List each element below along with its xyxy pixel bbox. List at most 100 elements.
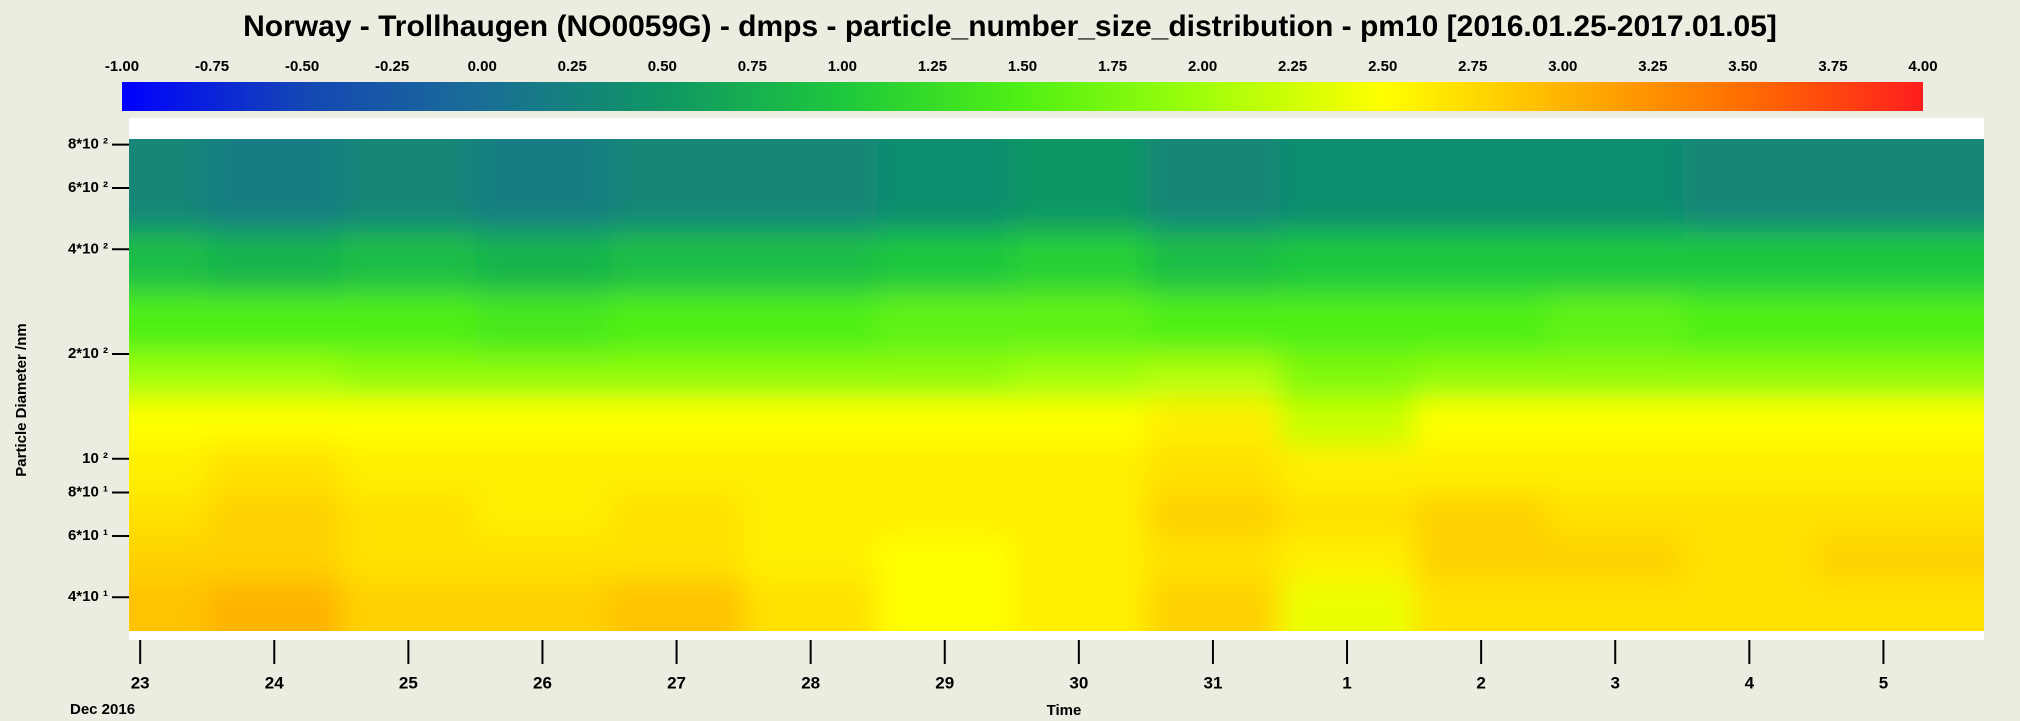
heatmap-cell	[1682, 232, 1817, 294]
heatmap-cell	[878, 232, 1013, 294]
heatmap-cell	[475, 232, 610, 294]
heatmap-cell	[1548, 398, 1683, 445]
heatmap-cell	[341, 232, 476, 294]
x-tick-label: 24	[265, 673, 284, 692]
heatmap-cell	[1414, 354, 1549, 398]
x-axis-label: Time	[1047, 702, 1082, 719]
heatmap-cell	[744, 536, 879, 580]
heatmap-cell	[610, 398, 745, 445]
heatmap-cell	[878, 536, 1013, 580]
heatmap-cell	[1280, 293, 1415, 355]
heatmap-cell	[475, 354, 610, 398]
heatmap-cell	[1816, 493, 2020, 537]
x-tick-label: 29	[935, 673, 954, 692]
heatmap-cell	[1816, 232, 2020, 294]
x-tick-label: 31	[1203, 673, 1222, 692]
heatmap-cell	[1280, 536, 1415, 580]
y-axis-label: Particle Diameter /nm	[13, 323, 30, 476]
heatmap-cell	[1414, 293, 1549, 355]
heatmap-cell	[1682, 536, 1817, 580]
heatmap-cell	[1548, 232, 1683, 294]
colorbar-tick-label: 2.25	[1278, 58, 1307, 75]
heatmap-cell	[207, 398, 342, 445]
colorbar	[122, 82, 1923, 111]
heatmap-cell	[610, 354, 745, 398]
colorbar-tick-label: 0.50	[648, 58, 677, 75]
heatmap-cell	[1816, 398, 2020, 445]
heatmap-cell	[1280, 354, 1415, 398]
y-tick-label: 4*10 ¹	[68, 588, 108, 605]
heatmap-cell	[1146, 536, 1281, 580]
colorbar-tick-label: 1.50	[1008, 58, 1037, 75]
heatmap-cell	[1280, 232, 1415, 294]
heatmap-cell	[207, 293, 342, 355]
heatmap-cell	[1816, 444, 2020, 493]
heatmap-cell	[341, 536, 476, 580]
heatmap-cell	[1146, 398, 1281, 445]
heatmap-cell	[1548, 536, 1683, 580]
heatmap-cell	[878, 398, 1013, 445]
heatmap-cell	[89, 398, 208, 445]
heatmap-cell	[341, 354, 476, 398]
heatmap-cell	[878, 354, 1013, 398]
heatmap-cell	[1012, 444, 1147, 493]
heatmap-cell	[1146, 493, 1281, 537]
heatmap-cell	[207, 354, 342, 398]
x-tick-label: 23	[131, 673, 150, 692]
x-tick-label: 27	[667, 673, 686, 692]
heatmap-cell	[1414, 232, 1549, 294]
chart-title: Norway - Trollhaugen (NO0059G) - dmps - …	[243, 10, 1777, 43]
heatmap-cell	[744, 293, 879, 355]
heatmap-cell	[878, 293, 1013, 355]
x-sub-label: Dec 2016	[70, 701, 135, 718]
heatmap-cell	[341, 493, 476, 537]
heatmap-cell	[341, 398, 476, 445]
heatmap-cell	[1146, 232, 1281, 294]
y-tick-label: 8*10 ¹	[68, 483, 108, 500]
y-tick-label: 8*10 ²	[68, 136, 108, 153]
heatmap-cell	[1414, 444, 1549, 493]
y-tick-label: 4*10 ²	[68, 240, 108, 257]
heatmap-cell	[1682, 444, 1817, 493]
colorbar-tick-label: -0.50	[285, 58, 319, 75]
heatmap-cell	[1012, 536, 1147, 580]
heatmap-cell	[1682, 354, 1817, 398]
heatmap-cell	[1280, 444, 1415, 493]
x-tick-label: 4	[1745, 673, 1755, 692]
heatmap-cell	[1682, 493, 1817, 537]
colorbar-tick-label: 1.75	[1098, 58, 1127, 75]
x-tick-label: 26	[533, 673, 552, 692]
x-tick-label: 1	[1342, 673, 1351, 692]
heatmap-cell	[744, 232, 879, 294]
colorbar-tick-label: 3.25	[1638, 58, 1667, 75]
heatmap-cell	[1548, 444, 1683, 493]
heatmap-cell	[1414, 536, 1549, 580]
colorbar-tick-label: -0.75	[195, 58, 229, 75]
colorbar-tick-label: -1.00	[105, 58, 139, 75]
y-tick-label: 6*10 ¹	[68, 527, 108, 544]
heatmap-cell	[744, 354, 879, 398]
colorbar-tick-label: 2.00	[1188, 58, 1217, 75]
heatmap-cell	[610, 444, 745, 493]
heatmap-cell	[1414, 398, 1549, 445]
heatmap-cell	[1146, 293, 1281, 355]
x-tick-label: 28	[801, 673, 820, 692]
heatmap-cell	[1816, 293, 2020, 355]
heatmap-cell	[744, 493, 879, 537]
heatmap-cell	[1146, 354, 1281, 398]
y-tick-label: 2*10 ²	[68, 345, 108, 362]
y-tick-label: 10 ²	[82, 450, 108, 467]
heatmap-cell	[1414, 493, 1549, 537]
heatmap-cell	[341, 444, 476, 493]
heatmap-cell	[1146, 444, 1281, 493]
heatmap-cell	[341, 293, 476, 355]
heatmap-cell	[878, 493, 1013, 537]
heatmap-cell	[878, 444, 1013, 493]
colorbar-tick-label: 0.25	[558, 58, 587, 75]
heatmap-cell	[207, 232, 342, 294]
heatmap-cell	[475, 444, 610, 493]
heatmap-cell	[744, 398, 879, 445]
heatmap-cell	[610, 493, 745, 537]
colorbar-tick-label: 2.50	[1368, 58, 1397, 75]
